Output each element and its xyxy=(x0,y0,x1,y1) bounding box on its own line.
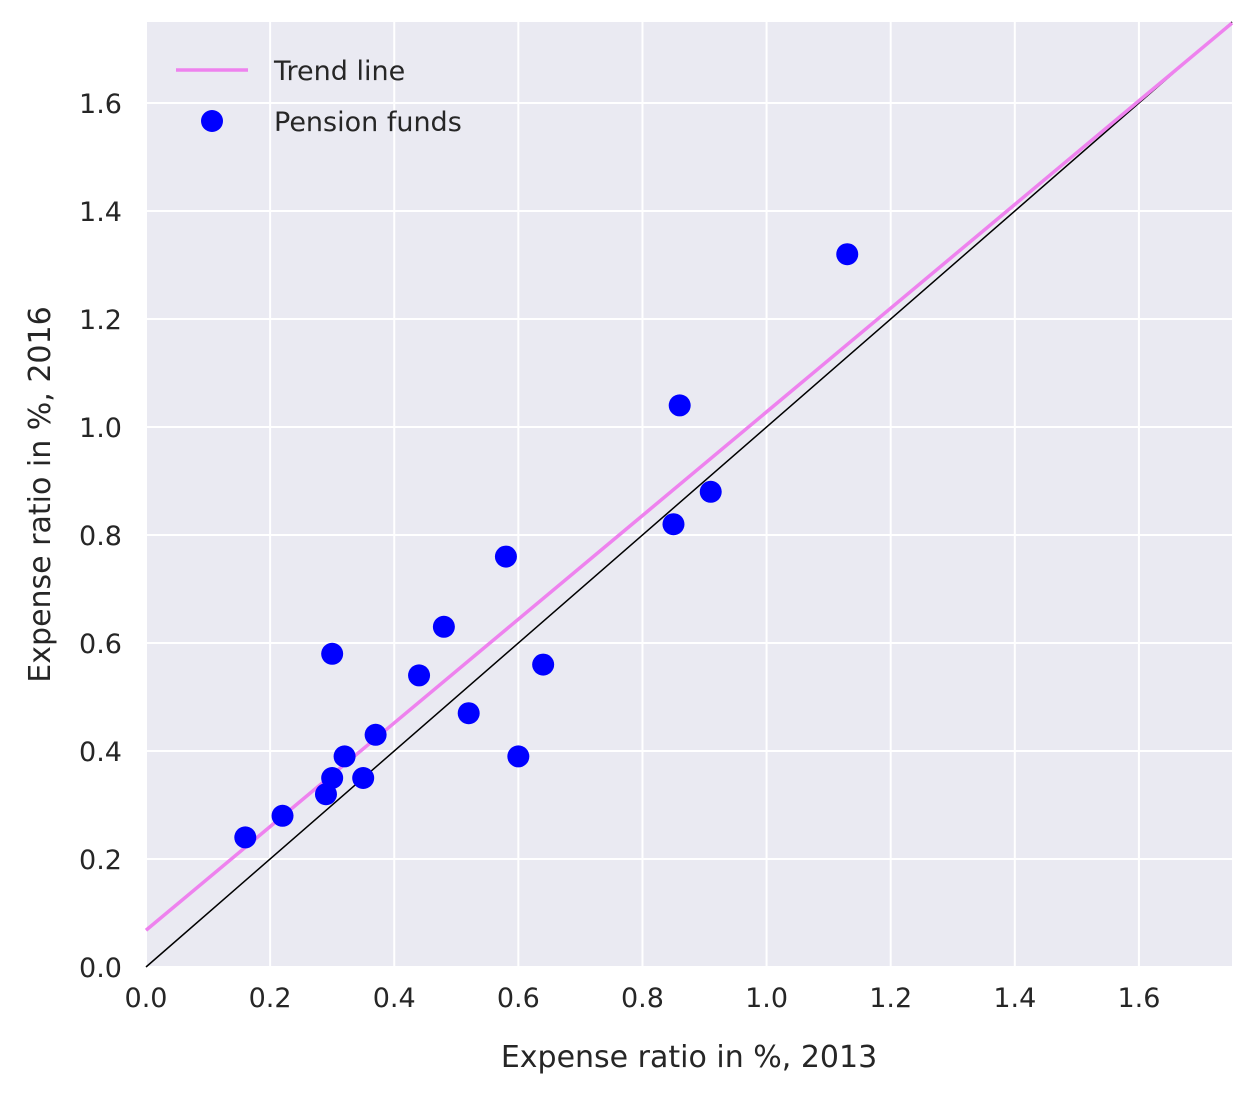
data-point xyxy=(668,394,691,417)
data-point xyxy=(321,767,344,789)
data-point xyxy=(271,804,294,827)
y-tick-label: 1.0 xyxy=(79,413,122,444)
legend: Trend line Pension funds xyxy=(176,56,462,138)
legend-label: Trend line xyxy=(273,56,405,87)
x-tick-label: 0.8 xyxy=(621,983,664,1014)
x-axis-ticks: 0.0 0.2 0.4 0.6 0.8 1.0 1.2 1.4 1.6 xyxy=(125,983,1161,1014)
y-tick-label: 0.0 xyxy=(79,953,122,984)
data-point xyxy=(234,826,257,849)
x-axis-label: Expense ratio in %, 2013 xyxy=(501,1040,877,1075)
x-tick-label: 0.4 xyxy=(373,983,416,1014)
x-tick-label: 0.6 xyxy=(497,983,540,1014)
data-point xyxy=(333,745,356,768)
y-tick-label: 1.4 xyxy=(79,197,122,228)
y-tick-label: 1.6 xyxy=(79,89,122,120)
data-point xyxy=(408,664,431,687)
y-tick-label: 0.2 xyxy=(79,845,122,876)
x-tick-label: 0.0 xyxy=(125,983,168,1014)
data-point xyxy=(364,723,387,746)
data-point xyxy=(494,545,517,568)
legend-points-swatch xyxy=(201,110,223,132)
data-point xyxy=(662,513,685,536)
data-point xyxy=(352,767,375,789)
data-point xyxy=(699,480,722,503)
y-tick-label: 0.4 xyxy=(79,737,122,768)
y-tick-label: 0.8 xyxy=(79,521,122,552)
y-axis-ticks: 0.0 0.2 0.4 0.6 0.8 1.0 1.2 1.4 1.6 xyxy=(79,89,122,984)
data-point xyxy=(457,702,480,725)
x-tick-label: 0.2 xyxy=(249,983,292,1014)
data-points xyxy=(234,243,859,849)
data-point xyxy=(432,615,455,638)
x-tick-label: 1.2 xyxy=(869,983,912,1014)
data-point xyxy=(836,243,859,266)
x-tick-label: 1.4 xyxy=(993,983,1036,1014)
y-tick-label: 0.6 xyxy=(79,629,122,660)
x-tick-label: 1.0 xyxy=(745,983,788,1014)
data-point xyxy=(321,642,344,665)
data-point xyxy=(532,653,555,676)
x-tick-label: 1.6 xyxy=(1117,983,1160,1014)
grid xyxy=(145,22,1232,968)
y-axis-label: Expense ratio in %, 2016 xyxy=(23,306,58,682)
y-tick-label: 1.2 xyxy=(79,305,122,336)
data-point xyxy=(507,745,530,768)
identity-line xyxy=(145,21,1233,968)
legend-label: Pension funds xyxy=(274,107,462,138)
